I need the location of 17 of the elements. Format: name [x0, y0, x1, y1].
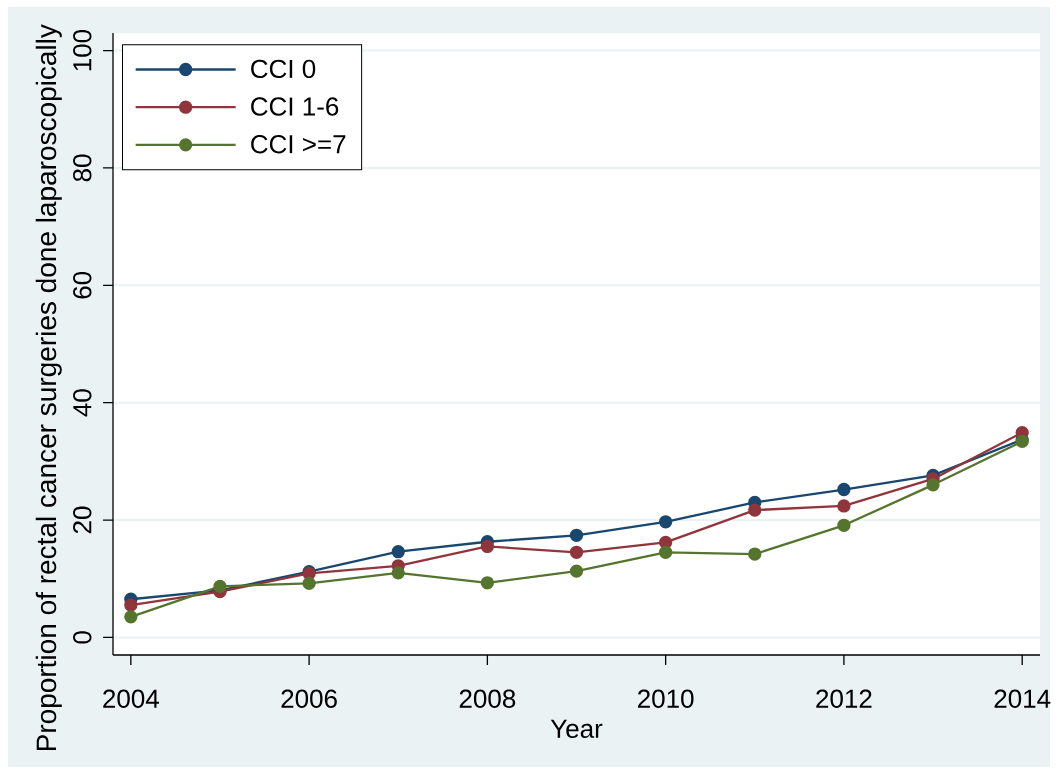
y-tick-label: 0: [73, 631, 92, 644]
x-tick-label: 2012: [816, 689, 872, 708]
x-tick-label: 2010: [638, 689, 694, 708]
x-tick-label: 2004: [103, 689, 159, 708]
legend-label: CCI 1-6: [251, 97, 339, 116]
legend-label: CCI >=7: [251, 135, 346, 154]
y-tick-label: 60: [73, 271, 92, 299]
y-tick-label: 80: [73, 154, 92, 182]
x-tick-label: 2014: [994, 689, 1051, 708]
y-axis-title: Proportion of rectal cancer surgeries done laparoscopically: [35, 24, 62, 751]
y-tick-label: 20: [73, 506, 92, 534]
y-tick-label: 100: [73, 29, 92, 71]
x-axis-title: Year: [550, 719, 603, 738]
x-tick-label: 2008: [459, 689, 516, 708]
x-tick-label: 2006: [281, 689, 337, 708]
legend-label: CCI 0: [251, 59, 316, 79]
y-tick-label: 40: [73, 389, 92, 417]
